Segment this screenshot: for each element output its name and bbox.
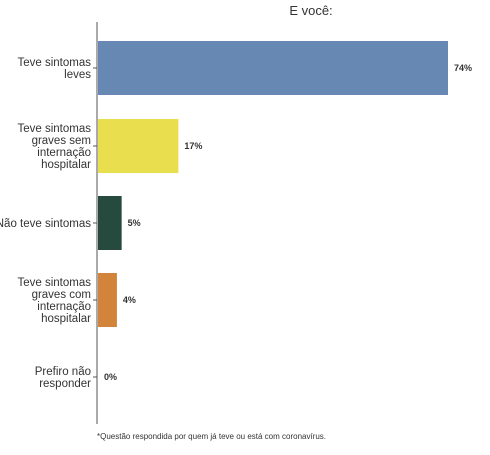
category-label-1: Teve sintomas leves [17,57,91,81]
category-label-5: Prefiro não responder [35,366,91,390]
bar-1 [98,41,448,95]
value-label-3: 5% [128,218,141,228]
value-label-4: 4% [123,295,136,305]
bar-3 [98,196,122,250]
category-label-4: Teve sintomas graves com internação hospita… [17,277,91,325]
bar-2 [98,119,179,173]
footnote: *Questão respondida por quem já teve ou … [97,432,327,441]
category-label-2: Teve sintomas graves sem internação hospita… [17,123,91,171]
chart-title: E você: [289,3,332,18]
bar-4 [98,273,117,327]
value-label-5: 0% [104,372,117,382]
chart-marks: Teve sintomas leves 74% Teve sintomas graves… [0,41,472,390]
value-label-1: 74% [454,63,472,73]
value-label-2: 17% [184,141,202,151]
category-label-3: Não teve sintomas [0,218,91,230]
